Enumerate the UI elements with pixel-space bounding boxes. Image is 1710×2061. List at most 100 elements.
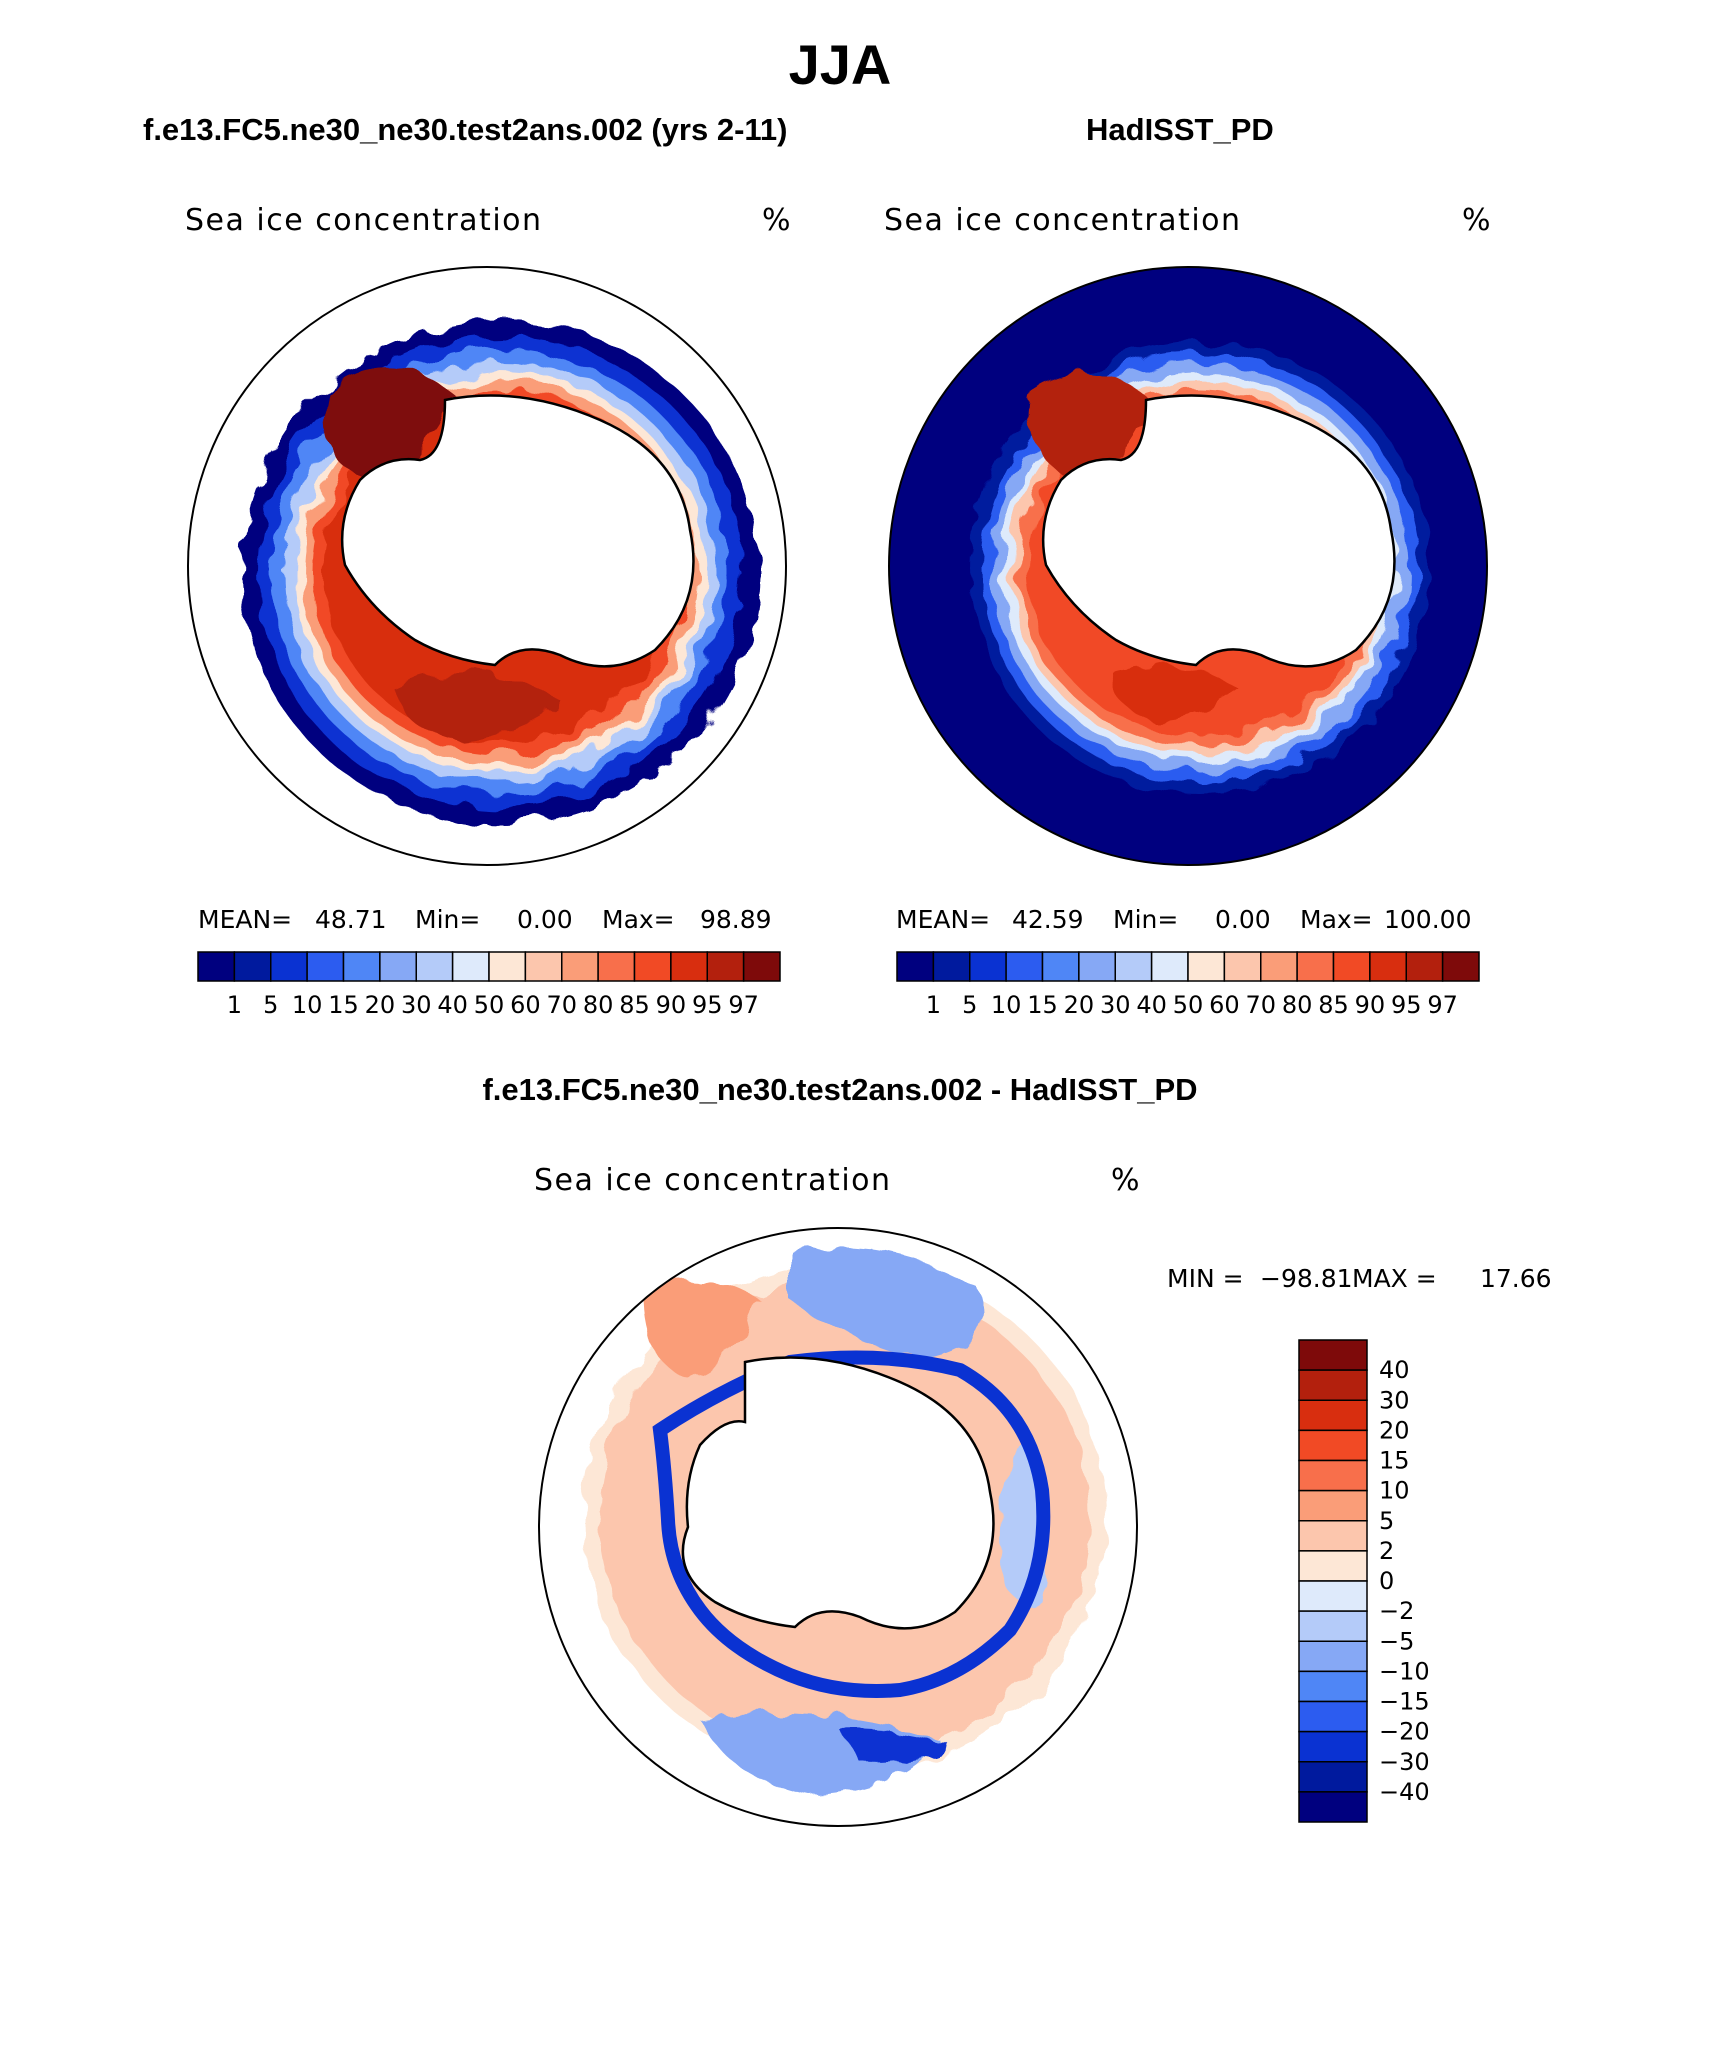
colorbar-diff-tick-label: 10 — [1379, 1477, 1410, 1505]
colorbar-diff-swatch — [1298, 1489, 1368, 1522]
colorbar-obs-swatch — [1260, 951, 1298, 982]
colorbar-obs-tick-label: 5 — [962, 991, 977, 1019]
stat-max-label-diff: MAX = — [1352, 1264, 1437, 1293]
colorbar-diff-tick-label: −40 — [1379, 1778, 1430, 1806]
colorbar-obs-tick-label: 30 — [1100, 991, 1131, 1019]
colorbar-model-swatch — [197, 951, 236, 982]
colorbar-model-tick-label: 1 — [227, 991, 242, 1019]
colorbar-obs-tick-label: 20 — [1064, 991, 1095, 1019]
colorbar-obs-swatch — [1296, 951, 1335, 982]
colorbar-model-swatch — [451, 951, 490, 982]
colorbar-diff-tick-label: 20 — [1379, 1416, 1410, 1444]
colorbar-obs-tick-label: 15 — [1027, 991, 1058, 1019]
colorbar-obs-tick-label: 1 — [926, 991, 941, 1019]
colorbar-model-tick-label: 15 — [328, 991, 359, 1019]
colorbar-diff-swatch — [1298, 1369, 1368, 1401]
colorbar-model-swatch — [670, 951, 708, 982]
colorbar-diff-swatch — [1298, 1550, 1368, 1582]
colorbar-obs-tick-label: 95 — [1391, 991, 1422, 1019]
colorbar-obs-swatch — [1005, 951, 1044, 982]
colorbar-diff-swatch — [1298, 1429, 1368, 1462]
colorbar-model-tick-label: 80 — [583, 991, 614, 1019]
colorbar-model-swatch — [306, 951, 345, 982]
antarctica-coast-model — [340, 394, 695, 668]
colorbar-model-swatch — [524, 951, 563, 982]
colorbar-obs-swatch — [1114, 951, 1153, 982]
stat-min-obs: 0.00 — [1215, 905, 1271, 934]
colorbar-model: 1 5 10 15 20 30 40 50 60 70 80 85 90 95 97 — [197, 951, 781, 1019]
variable-label-obs: Sea ice concentration — [884, 203, 1242, 238]
colorbar-model-swatch — [488, 951, 527, 982]
antarctica-coast-obs — [1041, 394, 1396, 668]
stat-max-model: 98.89 — [700, 905, 772, 934]
stat-max-obs: 100.00 — [1384, 905, 1472, 934]
colorbar-obs-swatch — [1369, 951, 1407, 982]
colorbar-obs-swatch — [1150, 951, 1189, 982]
units-label-obs: % — [1462, 203, 1493, 238]
colorbar-model-tick-label: 40 — [437, 991, 468, 1019]
colorbar-model-tick-label: 20 — [365, 991, 396, 1019]
units-label-model: % — [762, 203, 793, 238]
colorbar-obs-tick-label: 40 — [1136, 991, 1167, 1019]
variable-label-diff: Sea ice concentration — [534, 1163, 892, 1198]
colorbar-diff-tick-label: −15 — [1379, 1688, 1430, 1716]
colorbar-diff-swatch — [1298, 1700, 1368, 1733]
colorbar-obs: 1 5 10 15 20 30 40 50 60 70 80 85 90 95 97 — [896, 951, 1480, 1019]
colorbar-obs-swatch — [1441, 951, 1480, 982]
stat-mean-label-obs: MEAN= — [896, 905, 991, 934]
colorbar-diff-tick-label: 40 — [1379, 1356, 1410, 1384]
colorbar-model-swatch — [597, 951, 636, 982]
colorbar-obs-tick-label: 70 — [1245, 991, 1276, 1019]
variable-label-model: Sea ice concentration — [185, 203, 543, 238]
colorbar-obs-swatch — [1223, 951, 1262, 982]
colorbar-model-tick-label: 70 — [546, 991, 577, 1019]
colorbar-obs-swatch — [1405, 951, 1444, 982]
stat-min-label-obs: Min= — [1113, 905, 1179, 934]
stat-mean-obs: 42.59 — [1012, 905, 1084, 934]
colorbar-obs-tick-label: 80 — [1282, 991, 1313, 1019]
colorbar-diff-swatch — [1298, 1791, 1368, 1823]
stat-min-model: 0.00 — [517, 905, 573, 934]
colorbar-obs-tick-label: 10 — [991, 991, 1022, 1019]
colorbar-obs-tick-label: 50 — [1173, 991, 1204, 1019]
colorbar-obs-swatch — [1078, 951, 1116, 982]
colorbar-diff-tick-label: 15 — [1379, 1447, 1410, 1475]
colorbar-model-swatch — [561, 951, 599, 982]
colorbar-model-swatch — [270, 951, 308, 982]
stat-max-label-model: Max= — [602, 905, 675, 934]
stat-mean-label-model: MEAN= — [198, 905, 293, 934]
panel-title-model: f.e13.FC5.ne30_ne30.test2ans.002 (yrs 2-… — [143, 112, 788, 147]
colorbar-obs-swatch — [1041, 951, 1080, 982]
colorbar-model-tick-label: 85 — [619, 991, 650, 1019]
colorbar-model-tick-label: 95 — [692, 991, 723, 1019]
colorbar-diff-tick-label: 0 — [1379, 1567, 1394, 1595]
colorbar-diff-swatch — [1298, 1730, 1368, 1763]
colorbar-diff-swatch — [1298, 1459, 1368, 1492]
colorbar-diff-tick-label: −30 — [1379, 1748, 1430, 1776]
colorbar-model-tick-label: 30 — [401, 991, 432, 1019]
colorbar-model-tick-label: 97 — [728, 991, 759, 1019]
colorbar-diff-tick-label: 5 — [1379, 1507, 1394, 1535]
units-label-diff: % — [1111, 1163, 1142, 1198]
colorbar-obs-swatch — [932, 951, 971, 982]
colorbar-diff-tick-label: 2 — [1379, 1537, 1394, 1565]
stat-max-label-obs: Max= — [1300, 905, 1373, 934]
stat-mean-model: 48.71 — [315, 905, 387, 934]
map-boundary-model — [187, 266, 787, 866]
colorbar-diff-swatch — [1298, 1761, 1368, 1793]
colorbar-diff-swatch — [1298, 1399, 1368, 1432]
colorbar-obs-swatch — [896, 951, 935, 982]
colorbar-obs-swatch — [1187, 951, 1226, 982]
colorbar-obs-swatch — [969, 951, 1007, 982]
stat-max-diff: 17.66 — [1480, 1264, 1552, 1293]
colorbar-obs-tick-label: 60 — [1209, 991, 1240, 1019]
colorbar-model-tick-label: 5 — [263, 991, 278, 1019]
colorbar-model-swatch — [233, 951, 272, 982]
colorbar-model-swatch — [706, 951, 745, 982]
colorbar-model-tick-label: 10 — [292, 991, 323, 1019]
colorbar-obs-tick-label: 97 — [1427, 991, 1458, 1019]
colorbar-diff-swatch — [1298, 1580, 1368, 1612]
colorbar-model-swatch — [379, 951, 417, 982]
colorbar-diff-tick-label: 30 — [1379, 1386, 1410, 1414]
